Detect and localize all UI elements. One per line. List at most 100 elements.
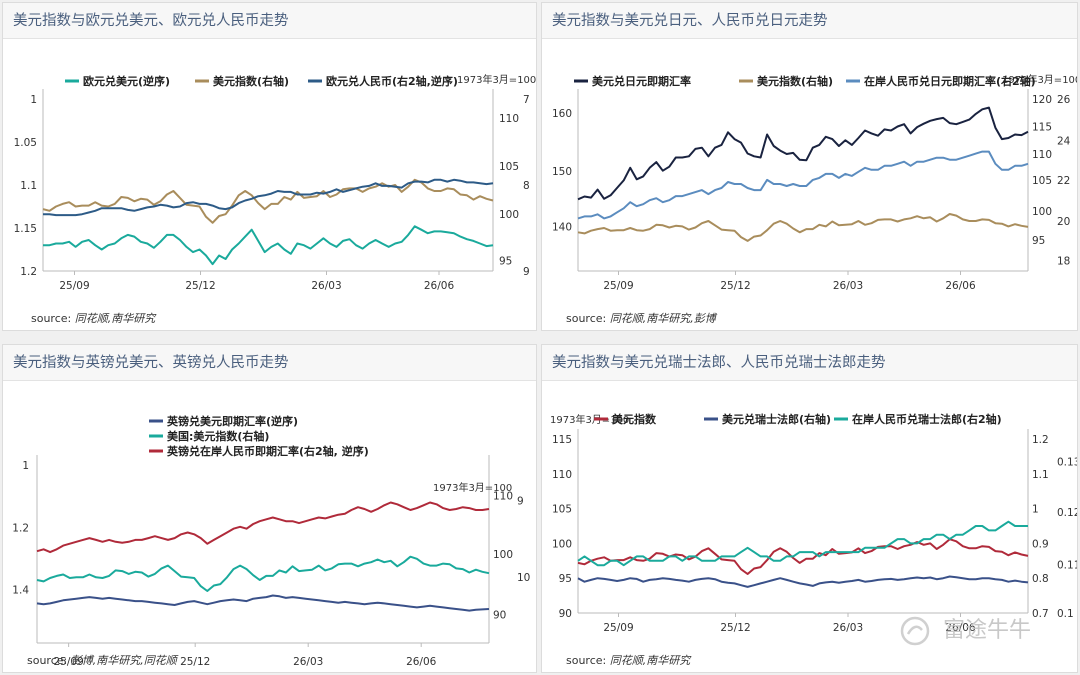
- chart-source: source: 同花顺,南华研究: [566, 652, 690, 668]
- base-note: 1973年3月=100: [1002, 73, 1077, 86]
- series-line: [43, 178, 494, 217]
- series-line: [36, 501, 490, 554]
- y-right-tick-label: 100: [499, 209, 519, 221]
- y-left-tick-label: 95: [559, 573, 572, 585]
- x-tick-label: 26/03: [311, 280, 341, 292]
- legend-label: 美元兑瑞士法郎(右轴): [722, 412, 831, 426]
- y-left-tick-label: 1.15: [14, 223, 37, 235]
- y-right-tick-label: 110: [1032, 149, 1052, 161]
- x-tick-label: 26/06: [945, 280, 976, 292]
- legend-label: 美国:美元指数(右轴): [167, 429, 269, 443]
- series-line: [577, 575, 1029, 588]
- y-right-tick-label: 100: [493, 549, 513, 561]
- y-right-tick-label: 95: [1032, 235, 1045, 247]
- y-right-tick-label: 1: [1032, 504, 1039, 516]
- y-right2-tick-label: 7: [523, 94, 530, 106]
- y-right2-tick-label: 20: [1057, 216, 1070, 228]
- chart-svg-gbp: 25/09 25/12 26/03 26/06 1 1.2 1.4 110 100 90 9 10 19…: [12, 414, 530, 668]
- y-right-tick-label: 0.7: [1032, 608, 1049, 620]
- y-right2-tick-label: 9: [523, 266, 530, 278]
- x-tick-label: 26/03: [293, 656, 323, 668]
- y-right-tick-label: 100: [1032, 206, 1052, 218]
- legend-label: 在岸人民币兑日元即期汇率(右2轴): [864, 74, 1036, 88]
- y-right-tick-label: 95: [499, 256, 512, 268]
- y-left-tick-label: 1: [30, 94, 37, 106]
- chart-svg-eur: 25/09 25/12 26/03 26/06 1 1.05 1.1 1.15 1.2 110 10…: [14, 73, 536, 292]
- source-label: source:: [566, 312, 607, 325]
- y-right-tick-label: 1.2: [1032, 434, 1049, 446]
- source-label: source:: [566, 654, 607, 667]
- chart-svg-jpy: 25/09 25/12 26/03 26/06 160 150 140 120 115 110 10…: [552, 73, 1077, 292]
- x-tick-label: 26/06: [945, 622, 976, 634]
- series-line: [577, 150, 1029, 220]
- y-right-tick-label: 110: [499, 113, 519, 125]
- source-text: 同花顺,南华研究,彭博: [609, 312, 716, 325]
- y-left-tick-label: 110: [552, 469, 572, 481]
- source-label: source:: [27, 654, 68, 667]
- panel-title: 美元指数与欧元兑美元、欧元兑人民币走势: [3, 3, 536, 39]
- series-line: [577, 213, 1029, 242]
- x-tick-label: 25/09: [603, 280, 633, 292]
- y-right-tick-label: 1.1: [1032, 469, 1049, 481]
- legend-label: 英镑兑在岸人民币即期汇率(右2轴, 逆序): [166, 444, 369, 458]
- legend-label: 美元指数(右轴): [213, 74, 289, 88]
- x-tick-label: 25/09: [59, 280, 89, 292]
- y-right2-tick-label: 10: [517, 572, 530, 584]
- chart-source: source: 同花顺,南华研究: [31, 310, 155, 326]
- y-left-tick-label: 1.4: [12, 585, 29, 597]
- x-tick-label: 25/12: [185, 280, 215, 292]
- y-left-tick-label: 90: [559, 608, 572, 620]
- series-line: [42, 178, 494, 224]
- y-right-tick-label: 105: [1032, 175, 1052, 187]
- series-line: [577, 106, 1029, 201]
- y-right-tick-label: 105: [499, 161, 519, 173]
- y-left-tick-label: 100: [552, 538, 572, 550]
- series-line: [43, 225, 494, 266]
- y-right2-tick-label: 26: [1057, 94, 1071, 106]
- legend-label: 美元指数(右轴): [757, 74, 833, 88]
- chart-panel-eur: 美元指数与欧元兑美元、欧元兑人民币走势 25/09 25/12 26/03 26/06…: [2, 2, 537, 331]
- legend-label: 欧元兑人民币(右2轴,逆序): [326, 74, 458, 88]
- y-left-tick-label: 160: [552, 108, 572, 120]
- legend-label: 美元兑日元即期汇率: [592, 74, 691, 88]
- y-right2-tick-label: 24: [1057, 135, 1071, 147]
- y-right2-tick-label: 0.11: [1057, 559, 1077, 571]
- panel-title: 美元指数与美元兑日元、人民币兑日元走势: [542, 3, 1077, 39]
- y-left-tick-label: 1: [22, 460, 29, 472]
- y-right2-tick-label: 0.12: [1057, 507, 1077, 519]
- panel-title: 美元指数与英镑兑美元、英镑兑人民币走势: [3, 345, 536, 381]
- futu-logo-icon: [900, 616, 930, 646]
- base-note: 1973年3月=100: [457, 73, 536, 86]
- y-right2-tick-label: 8: [523, 180, 530, 192]
- chart-svg-chf: 25/09 25/12 26/03 26/06 115 110 105 100 95 90 1.2 1…: [550, 412, 1077, 634]
- y-right2-tick-label: 22: [1057, 175, 1070, 187]
- y-right2-tick-label: 0.1: [1057, 608, 1074, 620]
- y-right-tick-label: 115: [1032, 122, 1052, 134]
- y-right-tick-label: 110: [493, 490, 513, 502]
- watermark: 富途牛牛: [900, 612, 1031, 646]
- y-left-tick-label: 115: [552, 434, 572, 446]
- legend-label: 在岸人民币兑瑞士法郎(右2轴): [852, 412, 1002, 426]
- x-tick-label: 25/09: [603, 622, 633, 634]
- y-right2-tick-label: 0.13: [1057, 457, 1077, 469]
- legend-label: 欧元兑美元(逆序): [83, 74, 170, 88]
- chart-panel-jpy: 美元指数与美元兑日元、人民币兑日元走势 25/09 25/12 26/03 26/06…: [541, 2, 1078, 331]
- watermark-text: 富途牛牛: [943, 618, 1032, 643]
- base-note: 1973年3月=100: [550, 413, 629, 426]
- source-label: source:: [31, 312, 72, 325]
- x-tick-label: 25/12: [720, 622, 750, 634]
- x-tick-label: 26/06: [406, 656, 437, 668]
- source-text: 同花顺,南华研究: [74, 312, 156, 325]
- y-right-tick-label: 90: [493, 610, 506, 622]
- y-left-tick-label: 150: [552, 166, 572, 178]
- x-tick-label: 26/03: [833, 280, 863, 292]
- source-text: 彭博,南华研究,同花顺: [70, 654, 177, 667]
- y-left-tick-label: 1.2: [12, 522, 29, 534]
- series-line: [577, 520, 1028, 567]
- x-tick-label: 25/12: [180, 656, 210, 668]
- legend-label: 美元指数: [612, 412, 657, 426]
- source-text: 同花顺,南华研究: [609, 654, 691, 667]
- y-right-tick-label: 0.8: [1032, 573, 1049, 585]
- chart-source: source: 同花顺,南华研究,彭博: [566, 310, 716, 326]
- series-line: [36, 594, 490, 612]
